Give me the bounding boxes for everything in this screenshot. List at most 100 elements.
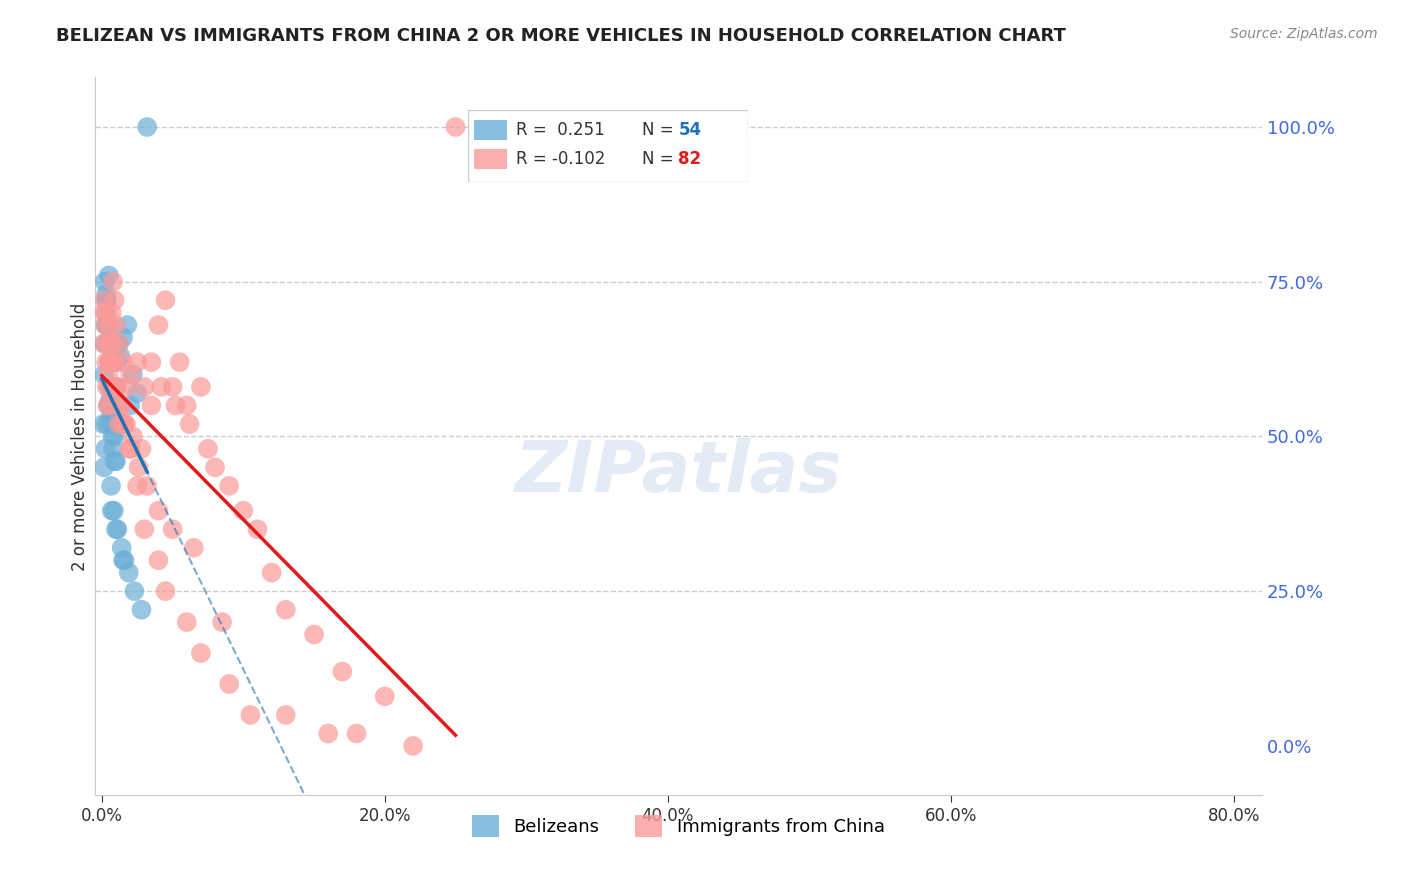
Text: BELIZEAN VS IMMIGRANTS FROM CHINA 2 OR MORE VEHICLES IN HOUSEHOLD CORRELATION CH: BELIZEAN VS IMMIGRANTS FROM CHINA 2 OR M…	[56, 27, 1066, 45]
Belizeans	[96, 417, 118, 431]
Immigrants from China	[346, 726, 368, 740]
Belizeans	[93, 336, 115, 351]
Immigrants from China	[122, 429, 145, 443]
Immigrants from China	[176, 615, 198, 629]
Belizeans	[108, 417, 131, 431]
Immigrants from China	[218, 479, 240, 493]
Belizeans	[96, 318, 118, 332]
Immigrants from China	[105, 318, 128, 332]
Belizeans	[127, 386, 149, 401]
Belizeans	[103, 405, 125, 419]
Belizeans	[100, 479, 122, 493]
Legend: Belizeans, Immigrants from China: Belizeans, Immigrants from China	[464, 807, 893, 844]
Immigrants from China	[108, 336, 131, 351]
Belizeans	[103, 504, 125, 518]
Immigrants from China	[190, 646, 212, 660]
Immigrants from China	[94, 305, 117, 319]
Immigrants from China	[120, 442, 142, 456]
Belizeans	[97, 268, 120, 283]
Belizeans	[110, 349, 132, 363]
Belizeans	[94, 442, 117, 456]
Immigrants from China	[104, 355, 127, 369]
Immigrants from China	[97, 318, 120, 332]
Immigrants from China	[162, 380, 184, 394]
Immigrants from China	[141, 355, 163, 369]
Immigrants from China	[197, 442, 219, 456]
Belizeans	[94, 287, 117, 301]
Belizeans	[97, 336, 120, 351]
Belizeans	[100, 504, 122, 518]
Immigrants from China	[127, 355, 149, 369]
Belizeans	[94, 318, 117, 332]
Immigrants from China	[148, 553, 170, 567]
Immigrants from China	[110, 399, 132, 413]
Immigrants from China	[120, 368, 142, 382]
Immigrants from China	[131, 442, 153, 456]
Immigrants from China	[204, 460, 226, 475]
Immigrants from China	[107, 380, 129, 394]
Belizeans	[118, 566, 141, 580]
Immigrants from China	[112, 355, 135, 369]
Belizeans	[98, 392, 121, 407]
Immigrants from China	[103, 355, 125, 369]
Immigrants from China	[97, 380, 120, 394]
Belizeans	[114, 553, 136, 567]
Immigrants from China	[136, 479, 159, 493]
Immigrants from China	[176, 399, 198, 413]
Immigrants from China	[128, 460, 150, 475]
Belizeans	[98, 380, 121, 394]
Immigrants from China	[232, 504, 254, 518]
Immigrants from China	[93, 305, 115, 319]
Belizeans	[112, 553, 135, 567]
Immigrants from China	[111, 399, 134, 413]
Immigrants from China	[183, 541, 205, 555]
Belizeans	[122, 368, 145, 382]
Belizeans	[98, 380, 121, 394]
Immigrants from China	[117, 380, 139, 394]
Immigrants from China	[93, 293, 115, 308]
Belizeans	[93, 460, 115, 475]
Belizeans	[105, 380, 128, 394]
Belizeans	[117, 318, 139, 332]
Immigrants from China	[162, 522, 184, 536]
Immigrants from China	[127, 479, 149, 493]
Immigrants from China	[260, 566, 283, 580]
Belizeans	[131, 603, 153, 617]
Immigrants from China	[91, 336, 114, 351]
Immigrants from China	[179, 417, 201, 431]
Immigrants from China	[94, 355, 117, 369]
Immigrants from China	[169, 355, 191, 369]
Immigrants from China	[374, 690, 396, 704]
Immigrants from China	[134, 522, 156, 536]
Immigrants from China	[100, 336, 122, 351]
Text: ZIPatlas: ZIPatlas	[515, 438, 842, 507]
Immigrants from China	[100, 305, 122, 319]
Immigrants from China	[98, 355, 121, 369]
Belizeans	[108, 336, 131, 351]
Belizeans	[124, 584, 146, 599]
Immigrants from China	[115, 417, 138, 431]
Immigrants from China	[190, 380, 212, 394]
Belizeans	[100, 417, 122, 431]
Text: Source: ZipAtlas.com: Source: ZipAtlas.com	[1230, 27, 1378, 41]
Immigrants from China	[103, 275, 125, 289]
Immigrants from China	[444, 120, 467, 134]
Immigrants from China	[96, 336, 118, 351]
Immigrants from China	[148, 504, 170, 518]
Immigrants from China	[94, 318, 117, 332]
Immigrants from China	[239, 708, 262, 723]
Belizeans	[97, 355, 120, 369]
Immigrants from China	[98, 336, 121, 351]
Belizeans	[94, 293, 117, 308]
Belizeans	[112, 330, 135, 344]
Belizeans	[100, 380, 122, 394]
Immigrants from China	[316, 726, 339, 740]
Immigrants from China	[211, 615, 233, 629]
Belizeans	[94, 305, 117, 319]
Belizeans	[104, 454, 127, 468]
Belizeans	[107, 355, 129, 369]
Immigrants from China	[98, 399, 121, 413]
Belizeans	[104, 429, 127, 443]
Immigrants from China	[274, 603, 297, 617]
Belizeans	[120, 399, 142, 413]
